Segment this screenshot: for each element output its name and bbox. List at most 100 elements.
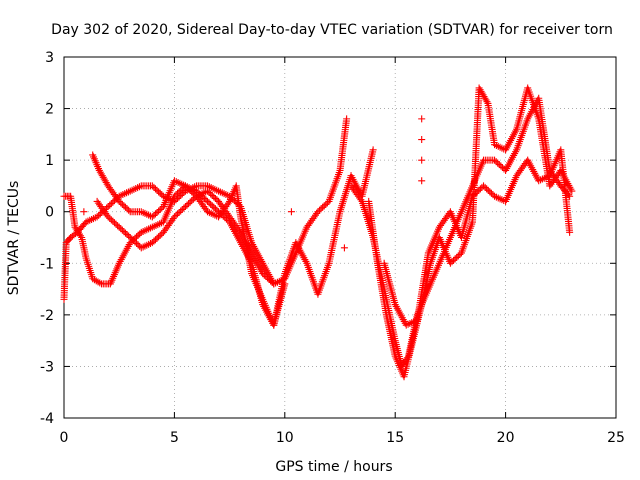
data-point [153,208,161,216]
data-point [120,202,128,210]
y-tick-label: 1 [45,153,54,169]
data-point [151,236,159,244]
data-point [476,185,484,193]
data-point [188,197,196,205]
x-tick-label: 0 [60,430,69,446]
data-point [262,273,270,281]
data-point [129,236,137,244]
data-point [90,276,98,284]
data-point [133,239,141,247]
data-point [317,205,325,213]
data-point [133,233,141,241]
data-point [568,187,576,195]
data-point [208,192,216,200]
data-point [418,136,426,144]
data-point [104,203,112,211]
data-point [494,159,502,167]
data-point [472,189,480,197]
data-point [343,115,351,123]
data-point [80,208,88,216]
chart-title: Day 302 of 2020, Sidereal Day-to-day VTE… [51,22,613,38]
data-point [131,238,139,246]
data-point [204,197,212,205]
data-point [418,156,426,164]
data-point [128,235,136,243]
data-point [211,205,219,213]
data-point [150,183,158,191]
x-tick-label: 25 [607,430,625,446]
data-point [448,258,456,266]
data-point [497,162,505,170]
y-tick-label: 2 [45,102,54,118]
x-tick-label: 20 [497,430,515,446]
data-point [221,214,229,222]
data-point [134,241,142,249]
data-points [60,84,576,381]
data-point [122,203,130,211]
data-point [126,234,134,241]
data-point [483,185,491,193]
data-point [486,188,494,196]
data-point [175,188,183,196]
data-point [260,271,268,279]
y-tick-label: -1 [40,256,54,272]
data-point [148,213,156,221]
data-point [454,252,462,260]
data-point [480,182,488,190]
data-point [453,253,461,261]
data-point [418,177,426,185]
data-point [153,234,161,242]
data-point [211,194,219,202]
data-point [107,200,115,208]
data-point [314,208,322,216]
data-point [95,211,103,219]
x-tick-label: 5 [170,430,179,446]
data-point [491,156,499,164]
data-point [202,196,210,204]
data-point [268,278,276,286]
data-point [207,190,215,198]
data-point [224,199,232,207]
data-point [115,223,123,231]
data-point [270,280,278,288]
y-tick-label: 0 [45,205,54,221]
data-point [267,277,275,285]
data-point [208,202,216,210]
data-point [96,279,104,287]
data-point [265,275,273,283]
data-point [484,186,492,194]
data-point [156,189,164,197]
data-point [89,275,97,283]
data-point [470,191,478,199]
data-point [148,182,156,190]
data-point [185,200,193,208]
data-point [204,187,212,195]
data-point [218,211,226,219]
x-tick-label: 15 [386,430,404,446]
y-tick-label: -4 [40,411,54,427]
data-point [115,197,123,205]
data-point [172,211,180,219]
data-point [446,259,454,267]
data-point [468,192,476,200]
data-point [106,201,114,209]
data-point [148,239,156,247]
data-point [150,211,158,219]
data-point [117,225,125,233]
data-point [492,158,500,166]
data-point [125,232,133,240]
data-point [487,189,495,197]
data-point [123,205,131,213]
data-point [235,227,243,235]
y-tick-label: 3 [45,50,54,66]
data-point [483,98,491,106]
data-point [110,219,118,227]
data-point [93,213,101,221]
data-point [287,208,295,216]
data-point [210,193,218,201]
data-point [178,206,186,214]
data-point [122,229,130,237]
data-point [473,188,481,196]
data-point [118,226,126,234]
